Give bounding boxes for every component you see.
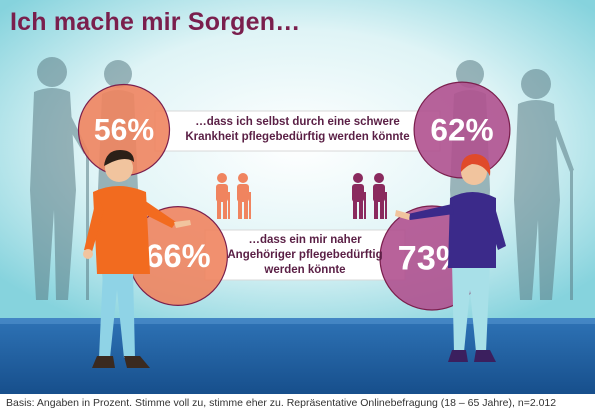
statement-2-line-2: Angehöriger pflegebedürftig	[227, 249, 383, 261]
statement-2: …dass ein mir naher Angehöriger pflegebe…	[210, 233, 400, 278]
floor	[0, 318, 595, 394]
elderly-couple-icon-orange	[216, 173, 251, 219]
woman-figure	[395, 154, 506, 362]
statement-1-line-2: Krankheit pflegebedürftig werden könnte	[185, 131, 410, 143]
statement-box-1	[154, 110, 441, 152]
bubble-label-left-1: 56%	[94, 114, 154, 147]
elderly-couple-icon-purple	[352, 173, 387, 219]
statement-2-line-1: …dass ein mir naher	[248, 234, 362, 246]
bubble-label-right-1: 62%	[430, 112, 493, 148]
page-title: Ich mache mir Sorgen…	[10, 8, 301, 36]
man-figure	[83, 150, 191, 368]
statement-2-line-3: werden könnte	[264, 264, 346, 276]
bubble-right-1	[413, 81, 511, 179]
statement-box-2	[204, 229, 406, 281]
bubble-label-left-2: 66%	[145, 237, 210, 274]
floor-highlight	[0, 318, 595, 324]
statement-1: …dass ich selbst durch eine schwere Kran…	[160, 115, 435, 145]
statement-1-line-1: …dass ich selbst durch eine schwere	[195, 116, 400, 128]
footer-note: Basis: Angaben in Prozent. Stimme voll z…	[0, 394, 595, 415]
